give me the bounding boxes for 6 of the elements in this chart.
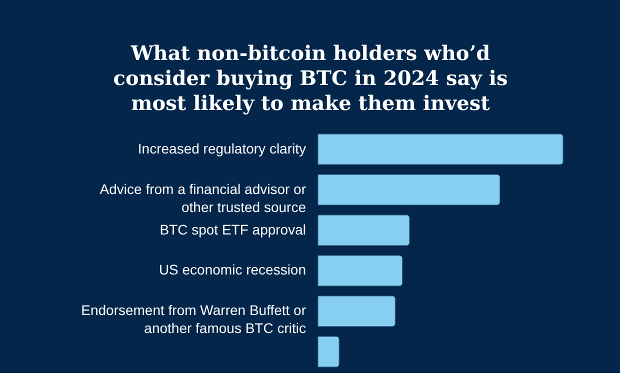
- chart-title: What non-bitcoin holders who’d consider buying BTC in 2024 say is most likely to make them invest: [113, 41, 508, 115]
- y-tick-label: BTC spot ETF approval: [160, 221, 306, 238]
- y-tick-label: Increased regulatory clarity: [138, 140, 306, 156]
- y-tick-label: Endorsement from Warren Buffett or another famous BTC critic: [81, 302, 306, 336]
- y-tick-label: US economic recession: [158, 262, 306, 278]
- y-tick-label: Advice from a financial advisor or other trusted source: [100, 180, 306, 215]
